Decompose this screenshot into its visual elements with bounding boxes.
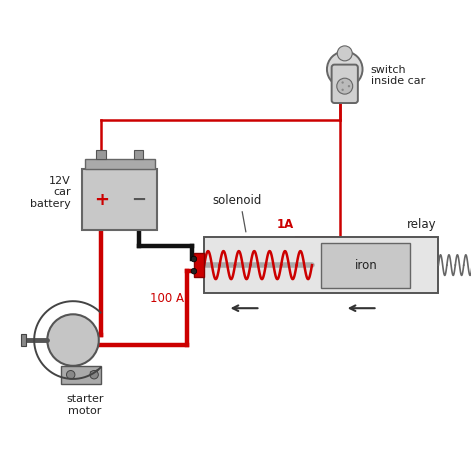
Bar xyxy=(82,169,157,230)
Text: −: − xyxy=(131,191,146,209)
Bar xyxy=(20,335,26,346)
Text: +: + xyxy=(94,191,109,209)
Text: starter
motor: starter motor xyxy=(66,394,103,416)
Bar xyxy=(61,366,101,383)
Bar xyxy=(134,150,143,159)
Text: iron: iron xyxy=(355,259,377,272)
Text: switch
inside car: switch inside car xyxy=(371,64,425,86)
Circle shape xyxy=(337,46,352,61)
Text: relay: relay xyxy=(407,219,436,231)
Circle shape xyxy=(90,371,98,379)
Circle shape xyxy=(191,256,197,262)
Bar xyxy=(194,254,204,277)
Circle shape xyxy=(341,82,344,84)
Bar xyxy=(85,159,155,169)
Circle shape xyxy=(66,371,75,379)
Circle shape xyxy=(191,268,197,274)
Bar xyxy=(204,237,438,293)
Circle shape xyxy=(327,52,363,87)
Text: 100 A: 100 A xyxy=(150,292,184,305)
Text: 1A: 1A xyxy=(276,219,293,231)
Circle shape xyxy=(47,314,99,366)
Text: solenoid: solenoid xyxy=(212,193,262,207)
Circle shape xyxy=(341,89,344,91)
Circle shape xyxy=(348,85,350,87)
FancyBboxPatch shape xyxy=(332,64,358,103)
Text: 12V
car
battery: 12V car battery xyxy=(30,176,71,209)
Circle shape xyxy=(337,78,353,94)
Bar xyxy=(321,243,410,288)
Bar xyxy=(97,150,106,159)
